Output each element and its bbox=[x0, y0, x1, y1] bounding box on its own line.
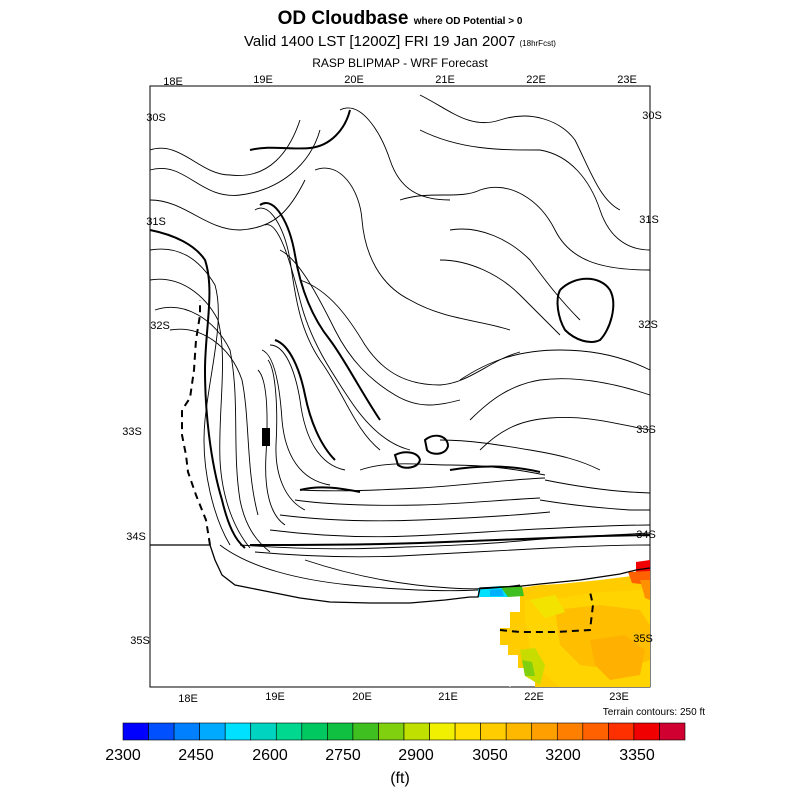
colorbar-swatch bbox=[327, 722, 354, 741]
colorbar-tick: 2750 bbox=[325, 747, 361, 764]
contour-lines bbox=[149, 94, 651, 592]
lat-label-right: 35S bbox=[633, 633, 653, 645]
lat-labels-right: 30S 31S 32S 33S 34S 35S bbox=[633, 110, 662, 645]
lat-label-left: 35S bbox=[130, 635, 150, 647]
lon-label-bottom: 20E bbox=[352, 691, 372, 703]
colorbar-swatch bbox=[301, 722, 328, 741]
colorbar-ticks: 2300 2450 2600 2750 2900 3050 3200 3350 bbox=[105, 747, 655, 764]
lon-label-top: 23E bbox=[617, 74, 637, 86]
lon-label-bottom: 23E bbox=[609, 691, 629, 703]
boundary-lines bbox=[181, 300, 595, 633]
terrain-note: Terrain contours: 250 ft bbox=[603, 707, 705, 718]
coastline bbox=[150, 544, 651, 604]
colorbar-tick: 2450 bbox=[178, 747, 214, 764]
colorbar-tick: 2900 bbox=[398, 747, 434, 764]
lon-label-bottom: 22E bbox=[524, 691, 544, 703]
colorbar-swatch bbox=[454, 722, 481, 741]
colorbar-tick: 3050 bbox=[472, 747, 508, 764]
major-contour-lines bbox=[149, 109, 651, 549]
colorbar-swatch bbox=[556, 722, 584, 741]
lat-label-right: 31S bbox=[639, 214, 659, 226]
lon-label-top: 21E bbox=[435, 74, 455, 86]
lon-label-top: 22E bbox=[526, 74, 546, 86]
colorbar bbox=[122, 722, 686, 741]
colorbar-swatch bbox=[378, 722, 405, 741]
lon-label-top: 18E bbox=[163, 76, 183, 88]
lat-label-right: 34S bbox=[636, 529, 656, 541]
forecast-hours: (18hrFcst) bbox=[519, 39, 556, 48]
title-condition: where OD Potential > 0 bbox=[413, 16, 523, 27]
colorbar-swatch bbox=[480, 722, 507, 741]
lon-label-bottom: 18E bbox=[178, 693, 198, 705]
map-frame bbox=[149, 85, 651, 688]
colorbar-swatch bbox=[659, 722, 686, 741]
colorbar-swatch bbox=[122, 722, 149, 741]
colorbar-unit: (ft) bbox=[390, 770, 410, 787]
chart-title: OD Cloudbase where OD Potential > 0 bbox=[0, 8, 800, 30]
lat-label-left: 32S bbox=[150, 320, 170, 332]
colorbar-tick: 3350 bbox=[619, 747, 655, 764]
lat-label-right: 30S bbox=[642, 110, 662, 122]
colorbar-swatch bbox=[633, 722, 660, 741]
colorbar-swatch bbox=[173, 722, 200, 741]
lon-label-top: 20E bbox=[344, 74, 364, 86]
colorbar-swatch bbox=[224, 722, 252, 741]
chart-subtitle: Valid 1400 LST [1200Z] FRI 19 Jan 2007 (… bbox=[0, 33, 800, 50]
lat-label-right: 33S bbox=[636, 424, 656, 436]
valid-time: Valid 1400 LST [1200Z] FRI 19 Jan 2007 bbox=[244, 33, 516, 50]
lon-label-bottom: 21E bbox=[438, 691, 458, 703]
lat-label-left: 30S bbox=[146, 112, 166, 124]
lon-label-bottom: 19E bbox=[265, 691, 285, 703]
lat-label-right: 32S bbox=[638, 319, 658, 331]
colorbar-tick: 2600 bbox=[252, 747, 288, 764]
lon-label-top: 19E bbox=[253, 74, 273, 86]
colorbar-swatch bbox=[429, 722, 456, 741]
lat-label-left: 34S bbox=[126, 531, 146, 543]
cloudbase-field bbox=[478, 560, 650, 687]
colorbar-swatch bbox=[199, 722, 226, 741]
colorbar-swatch bbox=[505, 722, 533, 741]
colorbar-swatch bbox=[403, 722, 430, 741]
colorbar-tick: 3200 bbox=[545, 747, 581, 764]
colorbar-swatch bbox=[250, 722, 277, 741]
lon-labels-bottom: 18E 19E 20E 21E 22E 23E bbox=[178, 691, 629, 705]
lat-label-left: 31S bbox=[146, 216, 166, 228]
lat-label-left: 33S bbox=[122, 426, 142, 438]
colorbar-tick: 2300 bbox=[105, 747, 141, 764]
colorbar-swatch bbox=[608, 722, 635, 741]
colorbar-swatch bbox=[582, 722, 609, 741]
colorbar-swatch bbox=[275, 722, 303, 741]
source-label: RASP BLIPMAP - WRF Forecast bbox=[312, 56, 488, 70]
dense-contour-patch bbox=[262, 428, 270, 446]
lon-labels-top: 18E 19E 20E 21E 22E 23E bbox=[163, 74, 637, 88]
colorbar-swatch bbox=[352, 722, 379, 741]
colorbar-swatch bbox=[531, 722, 558, 741]
lat-labels-left: 30S 31S 32S 33S 34S 35S bbox=[122, 112, 170, 647]
title-main: OD Cloudbase bbox=[277, 8, 409, 29]
colorbar-swatch bbox=[148, 722, 175, 741]
